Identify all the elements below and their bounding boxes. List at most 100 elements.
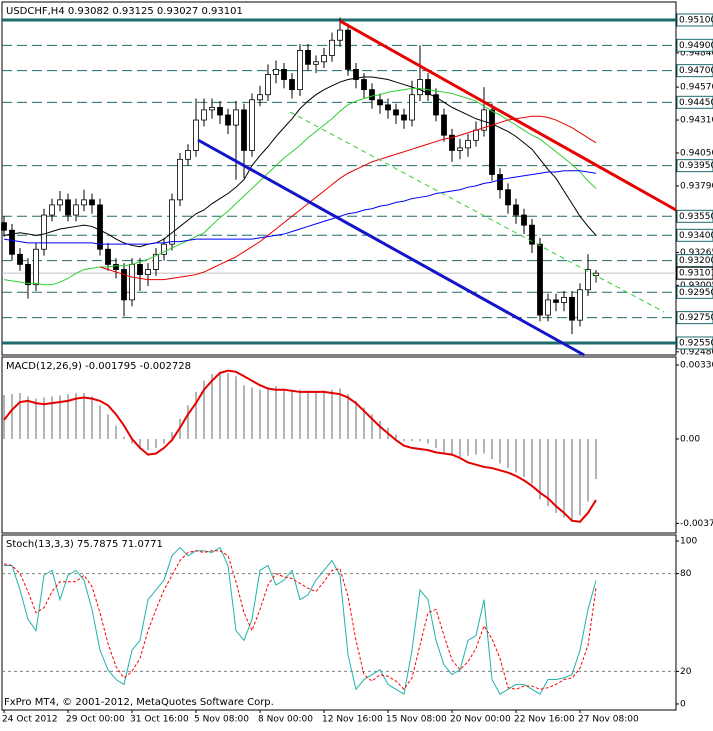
macd-bar xyxy=(515,439,517,473)
macd-bar xyxy=(211,374,213,439)
macd-bar xyxy=(459,439,461,457)
level-label: 0.92750 xyxy=(679,313,713,323)
level-label: 0.94450 xyxy=(679,98,713,108)
candle-body xyxy=(50,205,55,215)
x-tick-label: 31 Oct 16:00 xyxy=(130,715,189,725)
macd-bar xyxy=(19,393,21,439)
macd-bar xyxy=(355,401,357,439)
macd-bar xyxy=(411,439,413,441)
macd-bar xyxy=(331,390,333,439)
candle-body xyxy=(2,223,7,231)
candle-body xyxy=(210,107,215,110)
level-label: 0.94700 xyxy=(679,66,713,76)
x-tick-label: 20 Nov 00:00 xyxy=(450,715,511,725)
macd-bar xyxy=(443,439,445,452)
macd-bar xyxy=(419,439,421,441)
macd-bar xyxy=(27,396,29,439)
macd-bar xyxy=(251,387,253,439)
candle-body xyxy=(242,110,247,151)
candle-body xyxy=(570,297,575,320)
candle-body xyxy=(306,50,311,64)
macd-bar xyxy=(3,395,5,439)
candle-body xyxy=(82,200,87,205)
level-label: 0.93400 xyxy=(679,231,713,241)
candle-body xyxy=(42,215,47,249)
candle-body xyxy=(562,297,567,302)
candle-body xyxy=(146,270,151,275)
candle-body xyxy=(378,100,383,105)
candle-body xyxy=(522,215,527,225)
macd-bar xyxy=(195,392,197,439)
footer: FxPro MT4, © 2001-2012, MetaQuotes Softw… xyxy=(4,697,274,708)
x-tick-label: 29 Oct 00:00 xyxy=(66,715,125,725)
candle-body xyxy=(114,264,119,269)
macd-bar xyxy=(539,439,541,499)
macd-bar xyxy=(35,399,37,439)
macd-bar xyxy=(531,439,533,484)
candle-body xyxy=(98,205,103,249)
macd-bar xyxy=(187,405,189,439)
level-label: 0.93550 xyxy=(679,212,713,222)
candle-body xyxy=(170,200,175,244)
candle-body xyxy=(586,270,591,290)
macd-bar xyxy=(243,385,245,439)
level-label: 0.94900 xyxy=(679,41,713,51)
candle-body xyxy=(474,130,479,140)
panel-title: USDCHF,H4 0.93082 0.93125 0.93027 0.9310… xyxy=(6,6,243,17)
candle-body xyxy=(106,249,111,264)
level-label: 0.93950 xyxy=(679,161,713,171)
y-tick-label: 0.00 xyxy=(680,434,700,444)
candle-body xyxy=(90,200,95,205)
macd-bar xyxy=(283,389,285,439)
y-tick-label: 0 xyxy=(680,699,686,709)
last-price-label: 0.93101 xyxy=(679,269,713,279)
y-tick-label: 100 xyxy=(680,537,697,547)
macd-bar xyxy=(147,439,149,450)
macd-bar xyxy=(587,439,589,502)
y-tick-label: 80 xyxy=(680,569,692,579)
macd-bar xyxy=(291,391,293,439)
candle-body xyxy=(26,264,31,284)
level-label: 0.92950 xyxy=(679,288,713,298)
candle-body xyxy=(338,30,343,40)
y-tick-label: 0.003304 xyxy=(680,360,713,370)
y-tick-label: -0.003772 xyxy=(680,519,713,529)
macd-bar xyxy=(275,386,277,439)
macd-bar xyxy=(523,439,525,477)
level-label: 0.95100 xyxy=(679,15,713,25)
candle-body xyxy=(386,105,391,110)
candle-body xyxy=(330,40,335,55)
candle-body xyxy=(18,254,23,264)
macd-bar xyxy=(547,439,549,506)
x-tick-label: 5 Nov 08:00 xyxy=(194,715,249,725)
macd-bar xyxy=(339,389,341,439)
candle-body xyxy=(178,159,183,200)
macd-bar xyxy=(155,439,157,448)
candle-body xyxy=(402,115,407,120)
candle-body xyxy=(418,80,423,95)
candle-body xyxy=(322,55,327,61)
x-tick-label: 27 Nov 08:00 xyxy=(578,715,639,725)
candle-body xyxy=(58,200,63,205)
level-label: 0.93200 xyxy=(679,256,713,266)
candle-body xyxy=(250,100,255,151)
macd-bar xyxy=(107,414,109,439)
candle-body xyxy=(194,120,199,150)
candle-body xyxy=(274,69,279,74)
macd-bar xyxy=(99,405,101,439)
candle-body xyxy=(290,80,295,90)
candle-body xyxy=(282,69,287,79)
candle-body xyxy=(258,95,263,100)
macd-bar xyxy=(75,393,77,439)
candle-body xyxy=(186,150,191,159)
candle-body xyxy=(202,110,207,120)
level-label: 0.92550 xyxy=(679,338,713,348)
candle-body xyxy=(554,300,559,303)
candle-body xyxy=(234,110,239,125)
candle-body xyxy=(506,190,511,205)
candle-body xyxy=(370,90,375,100)
